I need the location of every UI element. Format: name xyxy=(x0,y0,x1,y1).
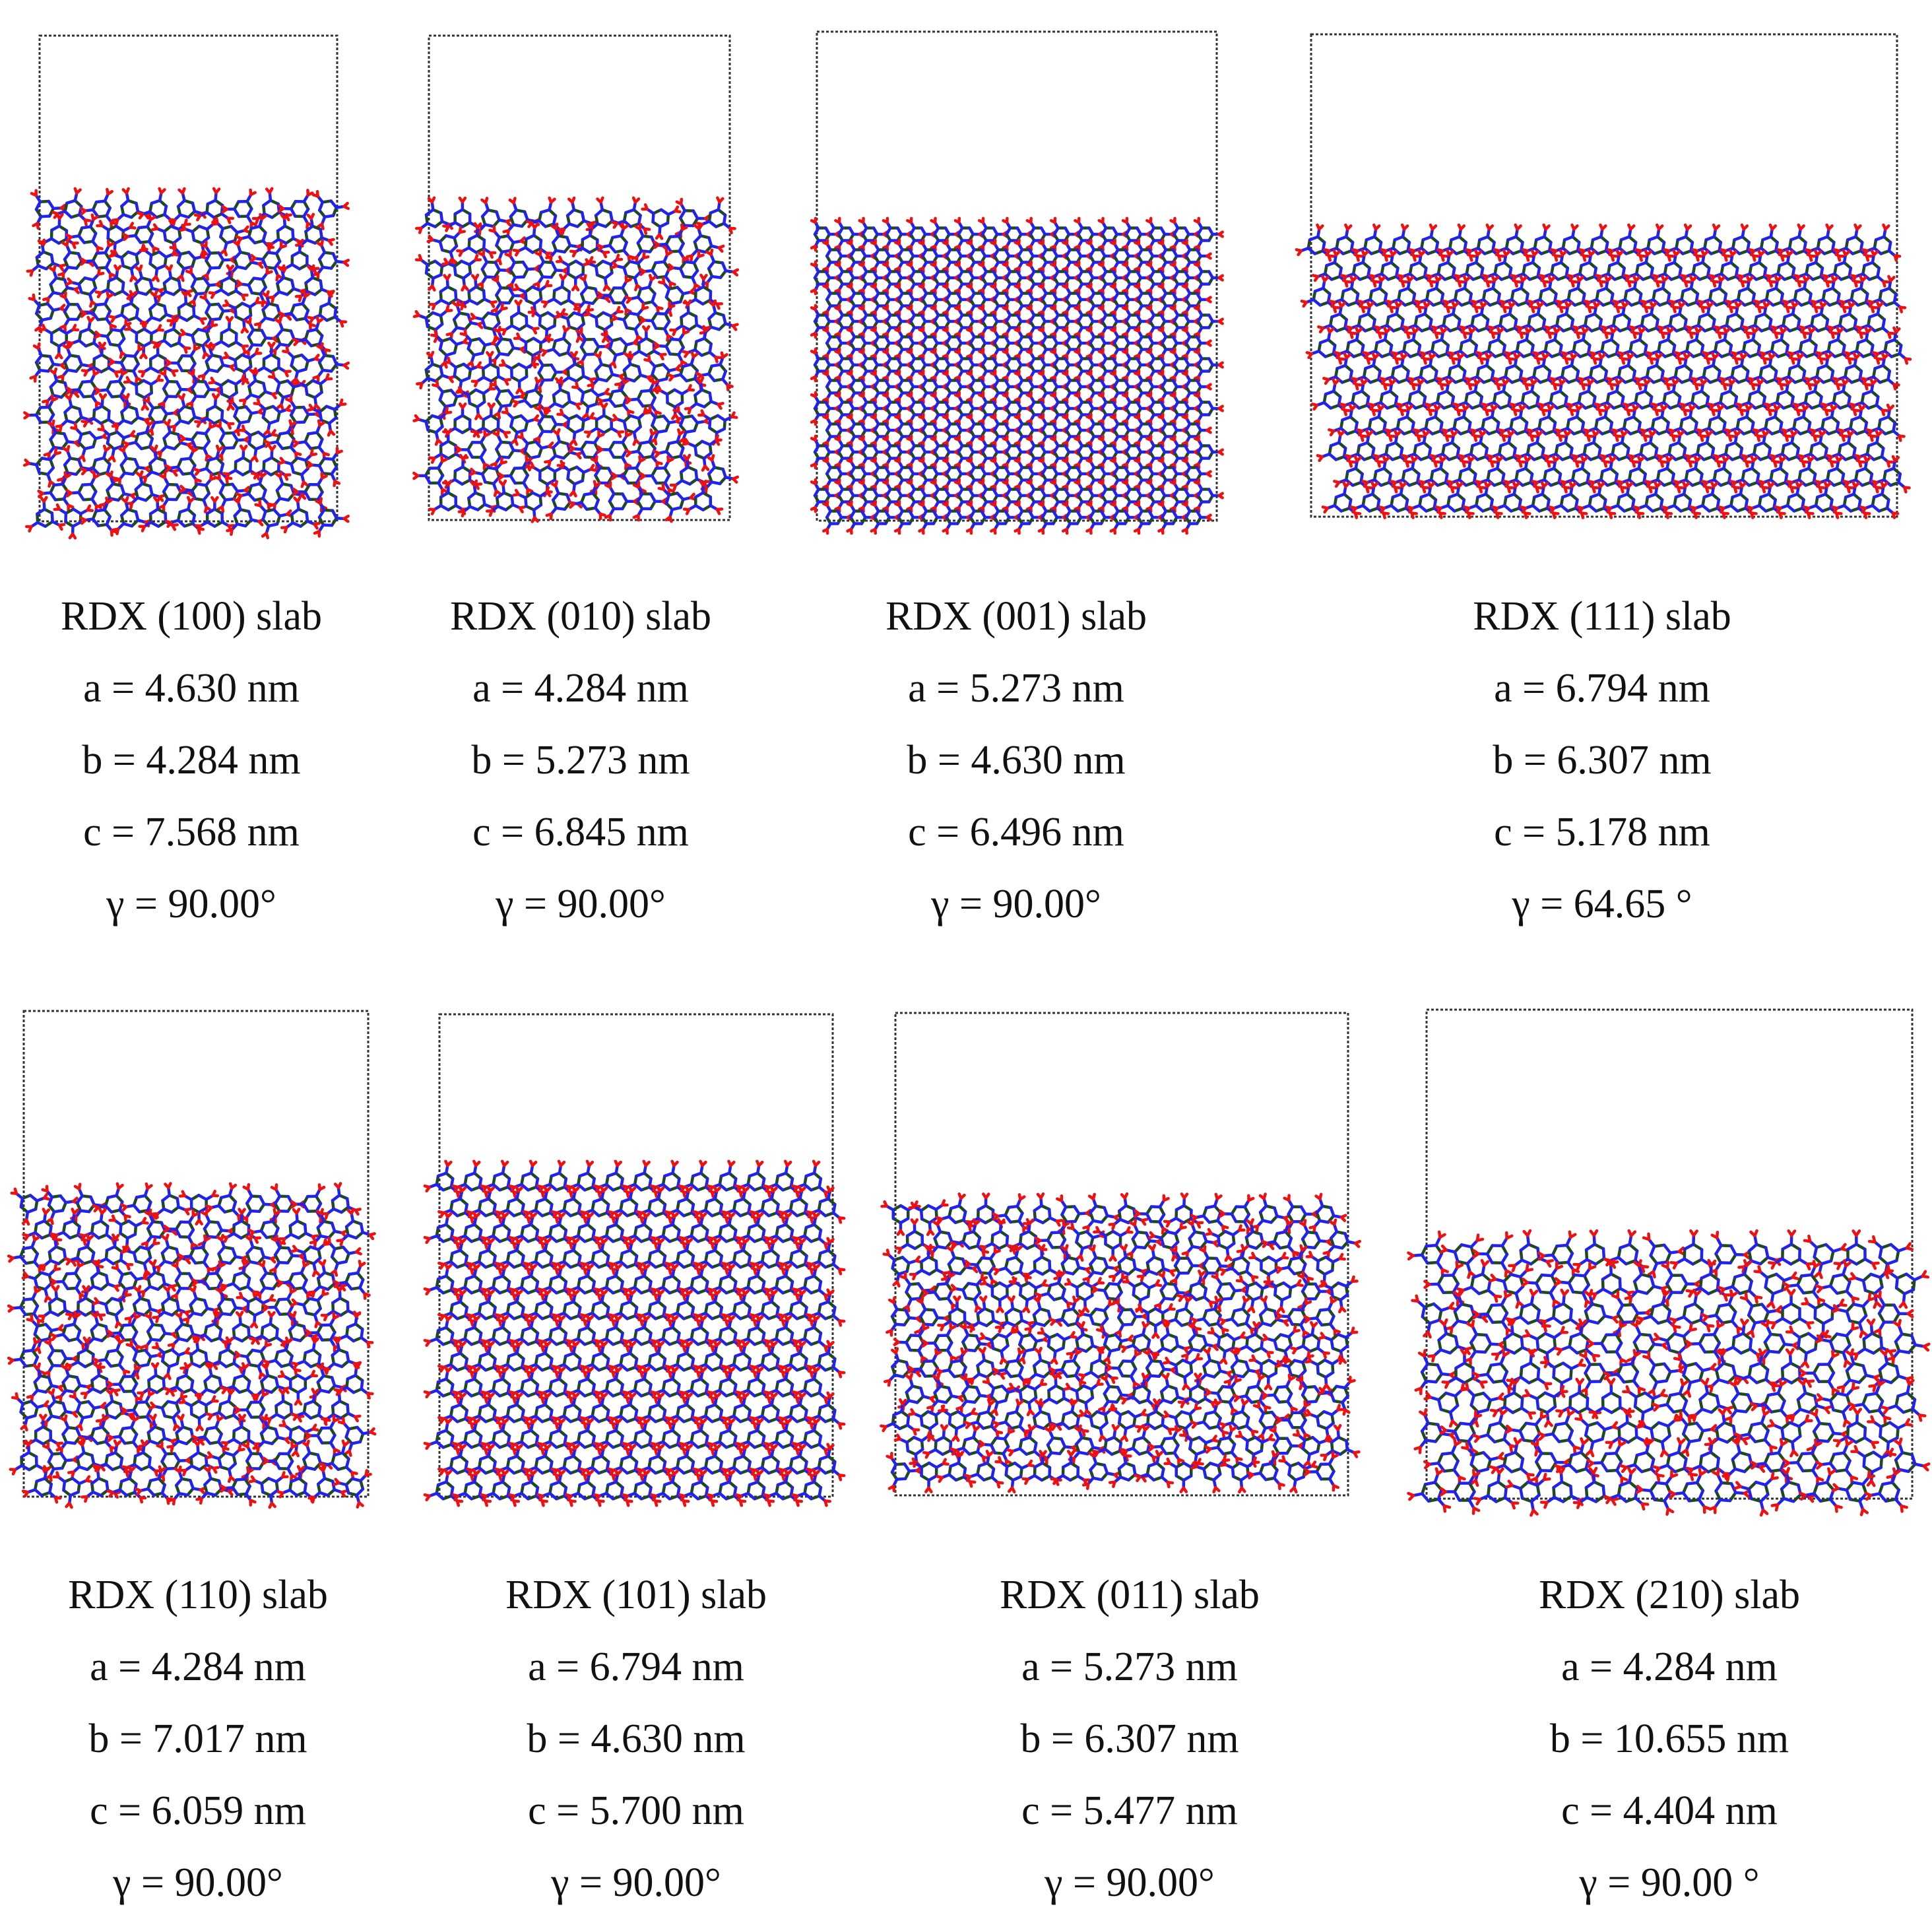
lattice-c: c = 7.568 nm xyxy=(26,797,356,868)
lattice-b: b = 6.307 nm xyxy=(965,1703,1295,1775)
lattice-b: b = 4.630 nm xyxy=(851,725,1181,797)
lattice-c: c = 6.059 nm xyxy=(33,1775,363,1847)
molecular-slab xyxy=(812,218,1223,533)
lattice-gamma: γ = 90.00° xyxy=(471,1847,801,1919)
slab-title: RDX (100) slab xyxy=(26,581,356,653)
lattice-a: a = 4.284 nm xyxy=(33,1631,363,1703)
lattice-gamma: γ = 90.00° xyxy=(26,868,356,940)
slab-cell-100 xyxy=(38,34,338,523)
molecular-slab xyxy=(414,198,738,522)
slab-structure-011 xyxy=(894,1012,1349,1497)
lattice-gamma: γ = 90.00° xyxy=(33,1847,363,1919)
lattice-gamma: γ = 90.00° xyxy=(965,1847,1295,1919)
lattice-a: a = 4.630 nm xyxy=(26,653,356,725)
lattice-a: a = 5.273 nm xyxy=(851,653,1181,725)
lattice-b: b = 7.017 nm xyxy=(33,1703,363,1775)
lattice-gamma: γ = 64.65 ° xyxy=(1437,868,1767,940)
molecular-slab xyxy=(24,189,348,538)
caption-100: RDX (100) slab a = 4.630 nm b = 4.284 nm… xyxy=(26,581,356,940)
lattice-b: b = 6.307 nm xyxy=(1437,725,1767,797)
slab-structure-100 xyxy=(38,34,338,523)
lattice-a: a = 6.794 nm xyxy=(471,1631,801,1703)
lattice-a: a = 6.794 nm xyxy=(1437,653,1767,725)
slab-title: RDX (110) slab xyxy=(33,1559,363,1631)
caption-011: RDX (011) slab a = 5.273 nm b = 6.307 nm… xyxy=(965,1559,1295,1919)
molecular-slab xyxy=(881,1194,1359,1492)
molecular-slab xyxy=(1408,1231,1929,1515)
slab-title: RDX (210) slab xyxy=(1504,1559,1834,1631)
lattice-gamma: γ = 90.00 ° xyxy=(1504,1847,1834,1919)
lattice-a: a = 5.273 nm xyxy=(965,1631,1295,1703)
lattice-gamma: γ = 90.00° xyxy=(416,868,746,940)
slab-structure-210 xyxy=(1425,1008,1914,1500)
caption-010: RDX (010) slab a = 4.284 nm b = 5.273 nm… xyxy=(416,581,746,940)
caption-101: RDX (101) slab a = 6.794 nm b = 4.630 nm… xyxy=(471,1559,801,1919)
lattice-b: b = 4.284 nm xyxy=(26,725,356,797)
slab-title: RDX (111) slab xyxy=(1437,581,1767,653)
lattice-gamma: γ = 90.00° xyxy=(851,868,1181,940)
lattice-b: b = 4.630 nm xyxy=(471,1703,801,1775)
slab-structure-110 xyxy=(22,1010,370,1498)
slab-cell-010 xyxy=(428,34,731,521)
caption-001: RDX (001) slab a = 5.273 nm b = 4.630 nm… xyxy=(851,581,1181,940)
molecular-slab xyxy=(1297,225,1910,518)
lattice-c: c = 5.477 nm xyxy=(965,1775,1295,1847)
slab-title: RDX (101) slab xyxy=(471,1559,801,1631)
lattice-c: c = 5.178 nm xyxy=(1437,797,1767,868)
lattice-c: c = 6.845 nm xyxy=(416,797,746,868)
slab-structure-010 xyxy=(428,34,731,521)
lattice-b: b = 5.273 nm xyxy=(416,725,746,797)
unit-cell-box xyxy=(24,1011,368,1497)
lattice-c: c = 6.496 nm xyxy=(851,797,1181,868)
slab-cell-111 xyxy=(1310,33,1898,518)
slab-structure-101 xyxy=(438,1013,834,1498)
slab-title: RDX (010) slab xyxy=(416,581,746,653)
lattice-a: a = 4.284 nm xyxy=(416,653,746,725)
lattice-c: c = 5.700 nm xyxy=(471,1775,801,1847)
slab-title: RDX (001) slab xyxy=(851,581,1181,653)
molecular-slab xyxy=(9,1183,375,1507)
slab-cell-011 xyxy=(894,1012,1349,1497)
lattice-a: a = 4.284 nm xyxy=(1504,1631,1834,1703)
caption-110: RDX (110) slab a = 4.284 nm b = 7.017 nm… xyxy=(33,1559,363,1919)
slab-cell-210 xyxy=(1425,1008,1914,1500)
slab-cell-101 xyxy=(438,1013,834,1498)
caption-210: RDX (210) slab a = 4.284 nm b = 10.655 n… xyxy=(1504,1559,1834,1919)
slab-cell-110 xyxy=(22,1010,370,1498)
slab-title: RDX (011) slab xyxy=(965,1559,1295,1631)
lattice-c: c = 4.404 nm xyxy=(1504,1775,1834,1847)
caption-111: RDX (111) slab a = 6.794 nm b = 6.307 nm… xyxy=(1437,581,1767,940)
slab-cell-001 xyxy=(816,30,1218,522)
molecular-slab xyxy=(425,1161,844,1506)
slab-structure-001 xyxy=(816,30,1218,522)
lattice-b: b = 10.655 nm xyxy=(1504,1703,1834,1775)
slab-structure-111 xyxy=(1310,33,1898,518)
